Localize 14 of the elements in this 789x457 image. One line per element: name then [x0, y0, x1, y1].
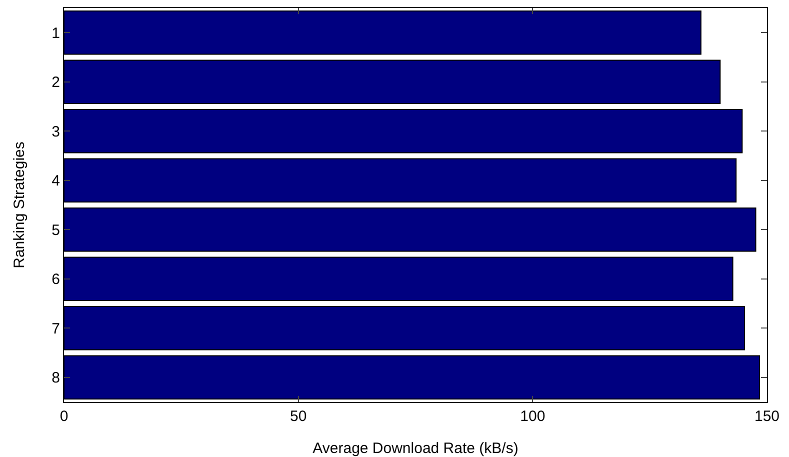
y-tick-label: 5 [52, 222, 60, 239]
x-tick-label: 100 [520, 408, 546, 425]
x-tick-label: 150 [754, 408, 780, 425]
y-tick-label: 2 [52, 74, 60, 92]
y-tick-label: 4 [52, 172, 60, 190]
y-tick-label: 8 [52, 370, 60, 387]
y-tick-label: 6 [52, 271, 60, 288]
y-tick-label: 7 [52, 320, 60, 338]
y-axis-title: Ranking Strategies [11, 142, 28, 268]
y-tick-label: 1 [52, 24, 60, 42]
y-tick-label: 3 [52, 123, 60, 140]
x-tick-label: 50 [290, 408, 307, 425]
x-tick-label: 0 [60, 408, 68, 425]
x-axis-title: Average Download Rate (kB/s) [312, 440, 518, 457]
